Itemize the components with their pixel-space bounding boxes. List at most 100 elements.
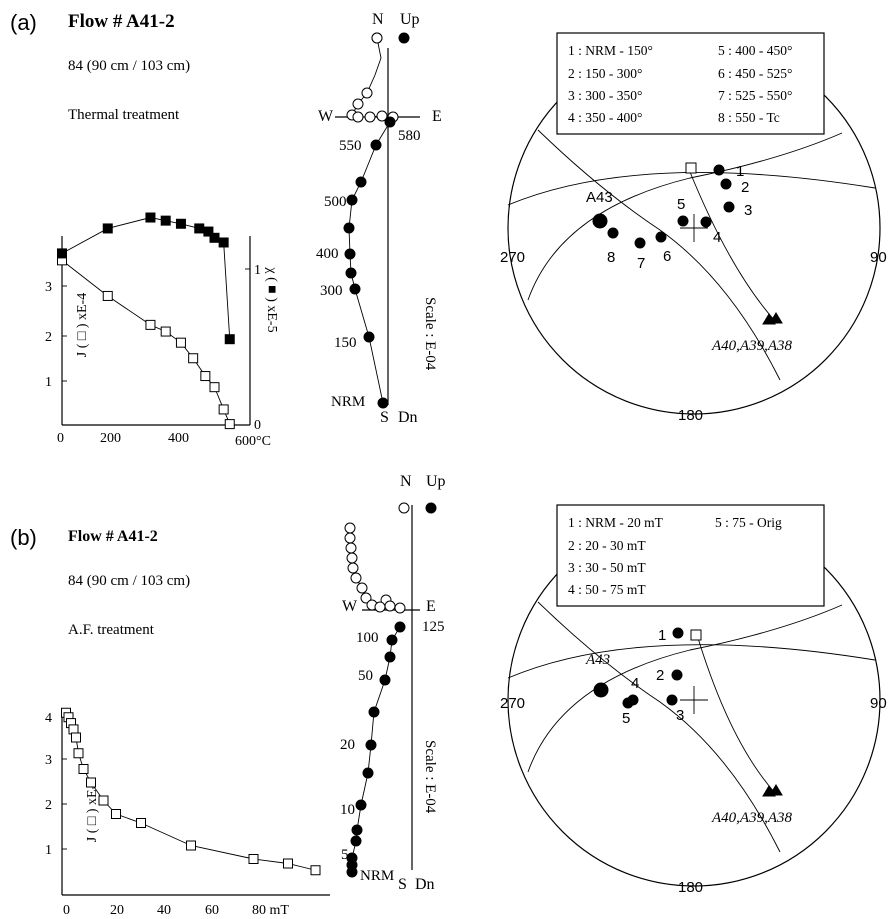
stereonet-a-point-label: 6 bbox=[663, 248, 671, 265]
zij-b-filled-point bbox=[351, 824, 363, 836]
decay-b-j-point bbox=[78, 764, 89, 774]
decay-plot-b: 1 2 3 4 0 20 40 60 80 mT J ( □ ) xE-4 bbox=[45, 707, 330, 918]
zij-b-north: N bbox=[400, 473, 412, 490]
zij-a-south: S bbox=[380, 409, 389, 426]
stereonet-b-great-circle bbox=[537, 601, 781, 853]
stereonet-b-point-label: 1 bbox=[658, 627, 666, 644]
panel-a-sample: 84 (90 cm / 103 cm) bbox=[68, 58, 190, 74]
stereonet-a-point bbox=[700, 216, 712, 228]
stereonet-a-site-a43-label: A43 bbox=[586, 189, 613, 206]
decay-a-j-line bbox=[61, 259, 231, 425]
zij-b-open-point bbox=[394, 602, 406, 614]
decay-b-j-point bbox=[136, 818, 146, 828]
zij-a-down: Dn bbox=[398, 409, 418, 426]
decay-a-j-point bbox=[224, 419, 235, 430]
decay-b-j-point bbox=[98, 795, 109, 806]
stereonet-a-point bbox=[677, 215, 689, 227]
decay-b-xtick-label: 20 bbox=[110, 903, 124, 918]
zij-b-step-label: NRM bbox=[360, 868, 394, 884]
stereonet-a-site-a43 bbox=[592, 213, 608, 229]
decay-a-chi-point bbox=[175, 218, 186, 229]
zij-a-vertical-path bbox=[348, 121, 391, 404]
zij-a-horizontal-path bbox=[351, 37, 394, 118]
panel-a: (a) Flow # A41-2 84 (90 cm / 103 cm) The… bbox=[10, 10, 887, 449]
stereonet-a-270: 270 bbox=[500, 249, 525, 266]
zij-b-up: Up bbox=[426, 473, 446, 490]
decay-a-ytick-label: 3 bbox=[45, 280, 52, 295]
decay-a-chi-point bbox=[160, 215, 171, 226]
stereonet-a-point bbox=[720, 178, 732, 190]
decay-a-xtick-label: 200 bbox=[100, 431, 121, 446]
stereonet-b-legend-item: 3 : 30 - 50 mT bbox=[568, 560, 646, 575]
decay-a-j-point bbox=[175, 337, 186, 348]
zij-a-open-point bbox=[361, 87, 373, 99]
decay-b-xtick-label: 80 mT bbox=[252, 903, 289, 918]
stereonet-a-legend-item: 1 : NRM - 150° bbox=[568, 43, 653, 58]
decay-a-y2tick-label: 0 bbox=[254, 418, 261, 433]
stereonet-b-site-a43-label: A43 bbox=[585, 652, 610, 668]
zij-b-filled-point bbox=[365, 739, 377, 751]
zij-b-filled-point bbox=[346, 866, 358, 878]
decay-a-marks bbox=[57, 212, 235, 430]
decay-a-chi-point bbox=[203, 226, 214, 237]
decay-a-j-point bbox=[102, 290, 113, 301]
zij-a-filled-point bbox=[345, 267, 357, 279]
stereonet-a-90: 90 bbox=[870, 249, 887, 266]
zij-a-filled-point bbox=[343, 222, 355, 234]
decay-b-ylabel-j: J ( □ ) xE-4 bbox=[85, 778, 100, 842]
panel-b-title: Flow # A41-2 bbox=[68, 528, 158, 545]
decay-b-j-point bbox=[283, 858, 293, 869]
zij-b-step-label: 10 bbox=[340, 802, 355, 818]
stereonet-b-point-label: 5 bbox=[622, 710, 630, 727]
zij-b-filled-point bbox=[362, 767, 374, 779]
zij-a-east: E bbox=[432, 108, 442, 125]
zij-a-filled-point bbox=[349, 283, 361, 295]
decay-plot-a: 1 2 3 0 1 0 200 400 600°C J ( □ ) xE-4 χ… bbox=[45, 212, 279, 449]
decay-a-j-point bbox=[200, 371, 211, 382]
zij-a-step-label: 400 bbox=[316, 246, 339, 262]
stereonet-b-legend bbox=[556, 504, 825, 607]
stereonet-b-site-b-label: A40,A39,A38 bbox=[711, 810, 792, 826]
zijderveld-a: N Up W E S Dn Scale : E-04 bbox=[316, 11, 442, 426]
stereonet-a-point-label: 5 bbox=[677, 196, 685, 213]
zij-b-filled-point bbox=[379, 674, 391, 686]
stereonet-b: 270 90 180 A43 A40,A39,A38 1 2 3 4 5 1 :… bbox=[500, 504, 887, 896]
stereonet-b-point-label: 3 bbox=[676, 707, 684, 724]
stereonet-b-legend-item: 1 : NRM - 20 mT bbox=[568, 515, 664, 530]
zij-b-scale: Scale : E-04 bbox=[422, 740, 438, 814]
zij-b-open-point bbox=[374, 601, 386, 613]
decay-a-ytick-label: 2 bbox=[45, 330, 52, 345]
zijderveld-b: N Up W E S Dn Scale : E-04 bbox=[340, 473, 446, 893]
zij-b-open-point bbox=[345, 542, 357, 554]
zij-a-legend-filled-circle bbox=[398, 32, 410, 44]
panel-a-treatment: Thermal treatment bbox=[68, 107, 180, 123]
stereonet-b-180: 180 bbox=[678, 879, 703, 896]
stereonet-b-site-a43 bbox=[593, 682, 609, 698]
decay-b-xtick-label: 0 bbox=[63, 903, 70, 918]
zij-b-open-point bbox=[347, 562, 359, 574]
decay-b-marks bbox=[61, 707, 321, 876]
decay-a-j-point bbox=[160, 326, 171, 337]
stereonet-a-legend-item: 2 : 150 - 300° bbox=[568, 66, 642, 81]
zij-b-down: Dn bbox=[415, 876, 435, 893]
zij-b-east: E bbox=[426, 598, 436, 615]
decay-b-ytick-label: 3 bbox=[45, 753, 52, 768]
decay-a-chi-point bbox=[194, 223, 205, 234]
zij-a-up: Up bbox=[400, 11, 420, 28]
zij-a-step-label: 150 bbox=[334, 335, 357, 351]
stereonet-a-point-label: 3 bbox=[744, 202, 752, 219]
decay-b-j-point bbox=[186, 840, 196, 851]
decay-a-y2tick-label: 1 bbox=[254, 263, 261, 278]
zij-a-west: W bbox=[318, 108, 334, 125]
decay-b-xtick-label: 40 bbox=[157, 903, 171, 918]
stereonet-b-point bbox=[622, 697, 634, 709]
stereonet-a-site-b-label: A40,A39,A38 bbox=[711, 338, 792, 354]
zij-b-filled-point bbox=[350, 835, 362, 847]
decay-a-chi-point bbox=[224, 334, 235, 345]
stereonet-a-point bbox=[607, 227, 619, 239]
decay-a-j-point bbox=[188, 353, 199, 364]
zij-a-open-point bbox=[352, 111, 364, 123]
zij-a-step-label: 580 bbox=[398, 128, 421, 144]
stereonet-b-legend-item: 4 : 50 - 75 mT bbox=[568, 582, 646, 597]
